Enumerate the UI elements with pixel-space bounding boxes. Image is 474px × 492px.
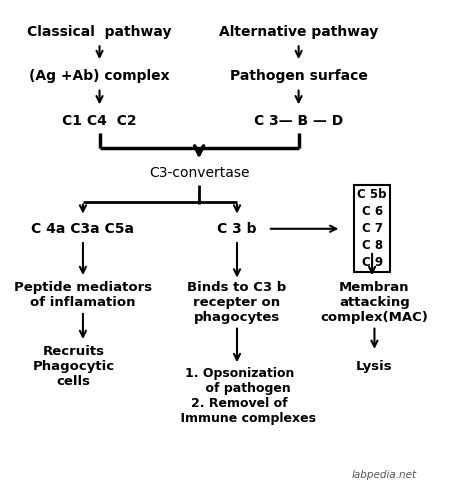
Text: C 5b
C 6
C 7
C 8
C 9: C 5b C 6 C 7 C 8 C 9 [357,188,387,269]
Text: Recruits
Phagocytic
cells: Recruits Phagocytic cells [32,345,115,388]
Text: Membran
attacking
complex(MAC): Membran attacking complex(MAC) [320,281,428,324]
Text: C 3 b: C 3 b [217,222,257,236]
Text: Lysis: Lysis [356,360,393,373]
Text: Binds to C3 b
recepter on
phagocytes: Binds to C3 b recepter on phagocytes [187,281,287,324]
Text: 1. Opsonization
    of pathogen
2. Removel of
    Immune complexes: 1. Opsonization of pathogen 2. Removel o… [163,367,316,425]
Text: Pathogen surface: Pathogen surface [230,69,367,83]
Text: (Ag +Ab) complex: (Ag +Ab) complex [29,69,170,83]
Text: C1 C4  C2: C1 C4 C2 [62,114,137,127]
Text: Peptide mediators
of inflamation: Peptide mediators of inflamation [14,281,152,309]
Text: C3-convertase: C3-convertase [149,166,249,180]
Text: Alternative pathway: Alternative pathway [219,25,378,39]
Text: C 4a C3a C5a: C 4a C3a C5a [31,222,135,236]
Text: labpedia.net: labpedia.net [352,470,417,480]
Text: Classical  pathway: Classical pathway [27,25,172,39]
Text: C 3— B — D: C 3— B — D [254,114,343,127]
